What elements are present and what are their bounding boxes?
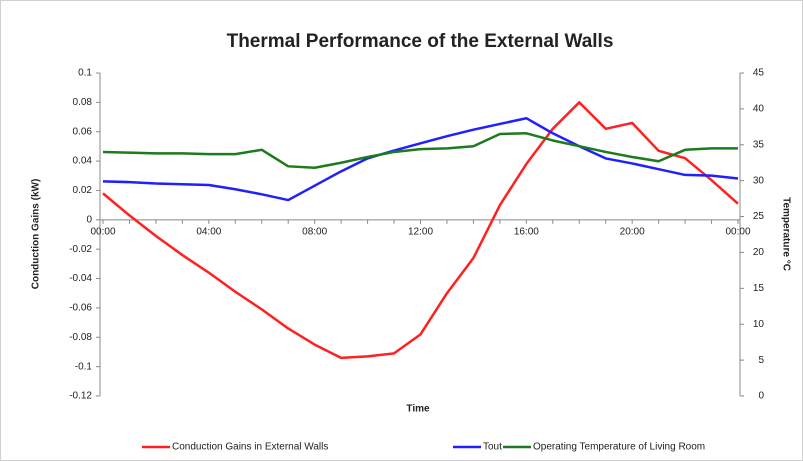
y-tick-label: 0.1 [78,68,92,79]
series-line [102,132,738,169]
y2-tick-label: 25 [753,211,765,222]
y-tick-label: 0.04 [73,156,93,167]
y2-tick-label: 20 [753,247,765,258]
y-tick-label: 0.08 [73,97,93,108]
y-tick-label: 0.06 [73,126,93,137]
x-tick-label: 00:00 [725,226,750,237]
series-line [102,101,739,360]
y2-tick-label: 35 [753,139,765,150]
y2-tick-label: 0 [758,391,764,402]
x-tick-label: 12:00 [408,226,433,237]
series-line [102,116,739,202]
legend-label: Tout [483,442,502,453]
y2-tick-label: 45 [753,68,765,79]
y2-tick-label: 30 [753,175,765,186]
x-tick-label: 16:00 [514,226,539,237]
x-tick-label: 08:00 [302,226,327,237]
legend-label: Operating Temperature of Living Room [533,442,705,453]
x-tick-label: 00:00 [90,226,115,237]
y-tick-label: -0.08 [69,332,92,343]
y2-tick-label: 15 [753,283,765,294]
chart-title: Thermal Performance of the External Wall… [227,31,614,52]
y-tick-label: -0.04 [69,273,92,284]
y-tick-label: -0.1 [75,361,93,372]
y2-tick-label: 40 [753,104,765,115]
x-axis-title: Time [406,404,430,415]
y-tick-label: -0.06 [69,303,92,314]
y-tick-label: 0.02 [73,185,93,196]
x-tick-label: 20:00 [620,226,645,237]
y2-tick-label: 5 [758,355,764,366]
y2-axis-title: Temperature °C [780,197,791,271]
y-tick-label: 0 [86,214,92,225]
y-tick-label: -0.02 [69,244,92,255]
y2-tick-label: 10 [753,319,765,330]
y-axis-title: Conduction Gains (kW) [31,179,42,290]
y-tick-label: -0.12 [69,391,92,402]
x-tick-label: 04:00 [196,226,221,237]
legend-label: Conduction Gains in External Walls [172,442,328,453]
